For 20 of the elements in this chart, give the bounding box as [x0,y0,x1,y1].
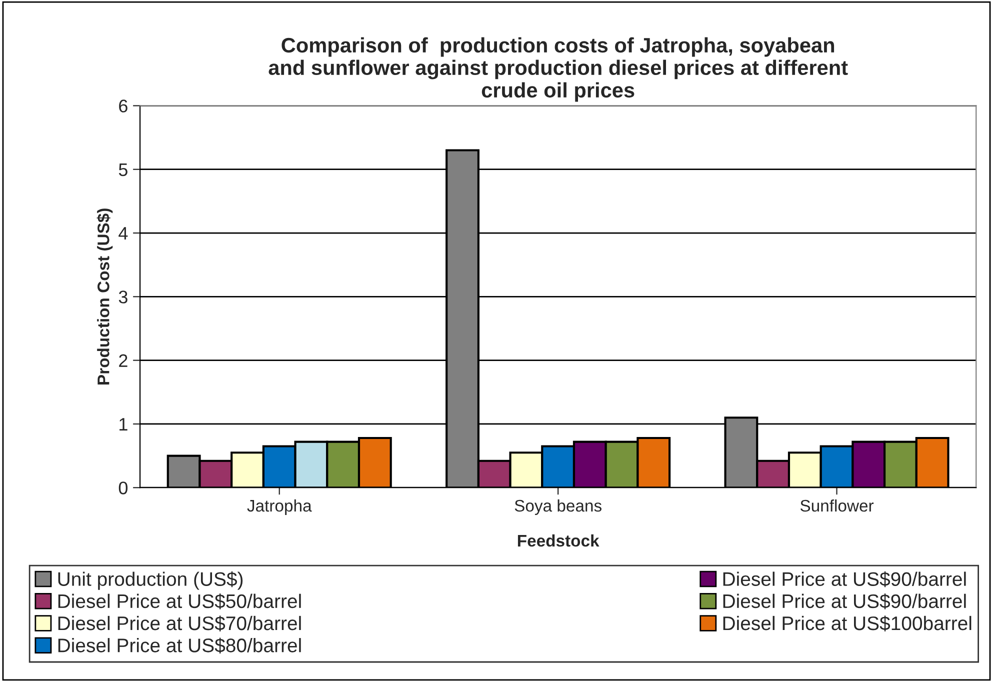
y-axis-title: Production Cost (US$) [96,208,113,384]
legend-label: Diesel Price at US$90/barrel [723,571,966,588]
y-tick-label: 5 [118,163,128,176]
x-tick-label: Sunflower [800,499,874,512]
y-tick-label: 2 [119,354,128,367]
legend-label: Diesel Price at US$70/barrel [58,616,301,632]
y-tick-label: 1 [120,418,128,431]
y-tick-label: 0 [118,482,128,494]
legend-label: Unit production (US$) [58,571,243,590]
y-tick-label: 3 [118,290,128,304]
legend-label: Diesel Price at US$50/barrel [58,594,301,610]
legend-label: Diesel Price at US$100barrel [723,616,972,632]
legend-label: Diesel Price at US$90/barrel [723,594,966,610]
y-tick-label: 4 [118,227,128,240]
y-tick-label: 6 [119,100,128,112]
chart-title: Comparison of production costs of Jatropha, soyabean and sunflower against production diesel prices at different crude oil prices [268,37,848,102]
legend-label: Diesel Price at US$80/barrel [58,638,301,654]
x-tick-label: Jatropha [247,499,312,515]
x-axis-title: Feedstock [518,534,600,547]
x-tick-label: Soya beans [514,499,602,515]
